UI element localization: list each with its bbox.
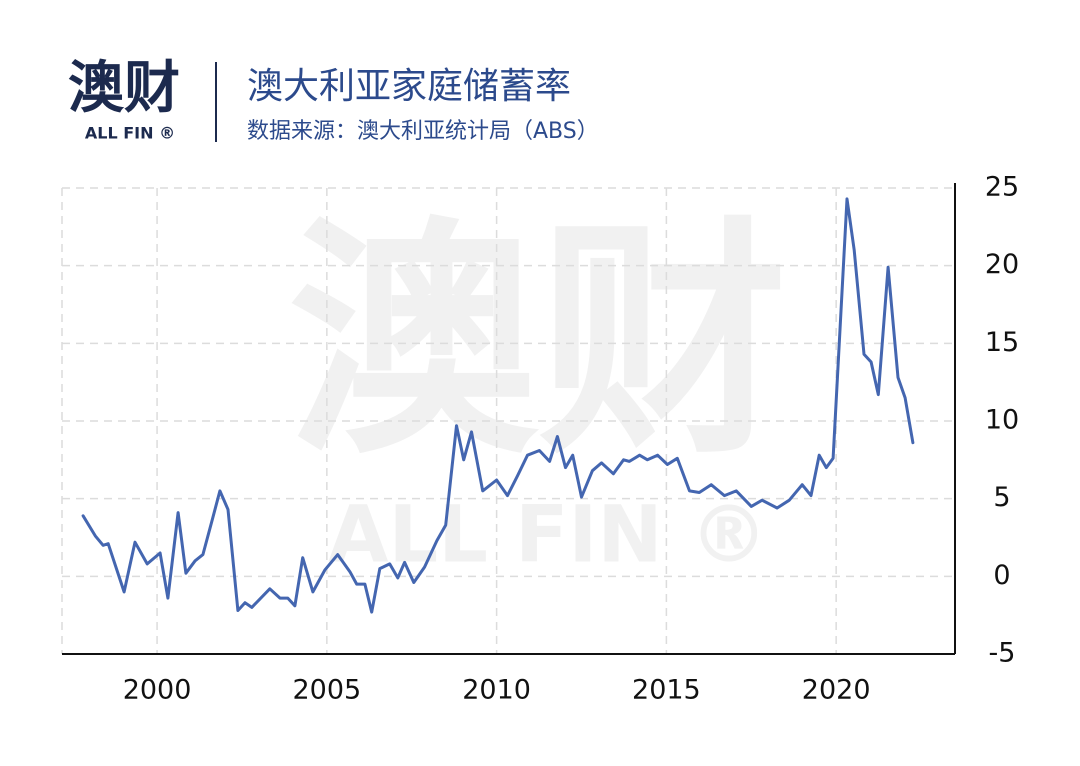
logo-text: 澳财	[68, 56, 180, 121]
y-tick-label: 5	[993, 482, 1010, 513]
y-tick-label: 25	[985, 172, 1019, 203]
x-tick-label: 2005	[292, 675, 361, 706]
chart-title: 澳大利亚家庭储蓄率	[247, 66, 571, 107]
x-tick-label: 2000	[123, 675, 192, 706]
watermark-text: 澳财	[288, 196, 788, 487]
data-line	[81, 197, 915, 614]
x-tick-label: 2010	[462, 675, 531, 706]
y-tick-label: 10	[985, 405, 1019, 436]
x-tick-label: 2020	[802, 675, 871, 706]
y-tick-label: -5	[989, 638, 1016, 669]
y-tick-label: 0	[993, 560, 1010, 591]
y-tick-label: 20	[985, 249, 1019, 280]
watermark-sub: ALL FIN ®	[328, 490, 768, 580]
y-tick-label: 15	[985, 327, 1019, 358]
chart-subtitle: 数据来源：澳大利亚统计局（ABS）	[247, 119, 599, 144]
logo-sub: ALL FIN ®	[85, 124, 175, 143]
watermark: 澳财 ALL FIN ®	[288, 196, 788, 580]
x-tick-label: 2015	[632, 675, 701, 706]
